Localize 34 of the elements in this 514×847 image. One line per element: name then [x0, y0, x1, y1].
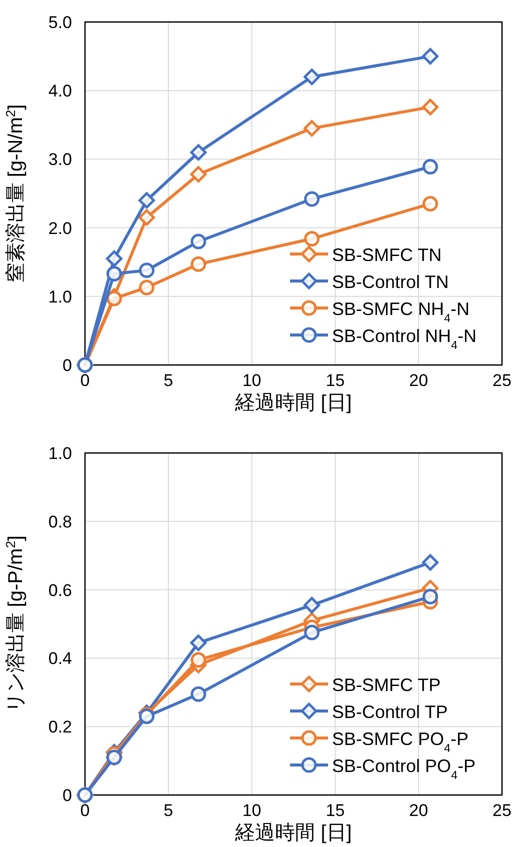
legend-label: SB-SMFC PO$_{4}$-P	[332, 729, 469, 754]
legend-label: SB-SMFC TP	[332, 675, 441, 695]
y-tick-label: 0.8	[48, 512, 72, 532]
legend-label: SB-Control TP	[332, 702, 448, 722]
x-axis-title: 経過時間 [日]	[234, 822, 352, 844]
y-tick-label: 0	[62, 356, 72, 375]
x-axis-title: 経過時間 [日]	[234, 392, 352, 414]
y-tick-label: 1.0	[48, 287, 72, 306]
x-tick-label: 15	[326, 801, 345, 820]
x-tick-label: 20	[409, 371, 428, 390]
y-tick-label: 5.0	[48, 13, 72, 32]
x-tick-label: 25	[492, 371, 512, 390]
y-tick-label: 1.0	[48, 444, 72, 463]
y-tick-label: 0.6	[48, 580, 72, 600]
legend-label: SB-SMFC TN	[332, 245, 442, 265]
x-tick-label: 0	[80, 801, 90, 820]
x-tick-label: 25	[492, 801, 512, 820]
y-tick-label: 0.2	[48, 718, 72, 737]
y-tick-label: 2.0	[48, 218, 72, 238]
x-tick-label: 20	[409, 801, 428, 820]
x-tick-label: 5	[164, 801, 174, 820]
x-tick-label: 10	[242, 371, 262, 390]
y-tick-label: 3.0	[48, 150, 72, 170]
x-tick-label: 5	[164, 371, 174, 390]
x-tick-label: 15	[326, 371, 345, 390]
y-tick-label: 0	[62, 786, 72, 805]
legend-label: SB-SMFC NH$_{4}$-N	[332, 299, 470, 324]
y-tick-label: 4.0	[48, 82, 72, 101]
x-tick-label: 0	[80, 371, 90, 390]
y-tick-label: 0.4	[48, 649, 72, 668]
x-tick-label: 10	[242, 801, 262, 820]
legend-label: SB-Control PO$_{4}$-P	[332, 756, 476, 782]
legend-label: SB-Control NH$_{4}$-N	[332, 326, 477, 352]
legend-label: SB-Control TN	[332, 272, 449, 292]
